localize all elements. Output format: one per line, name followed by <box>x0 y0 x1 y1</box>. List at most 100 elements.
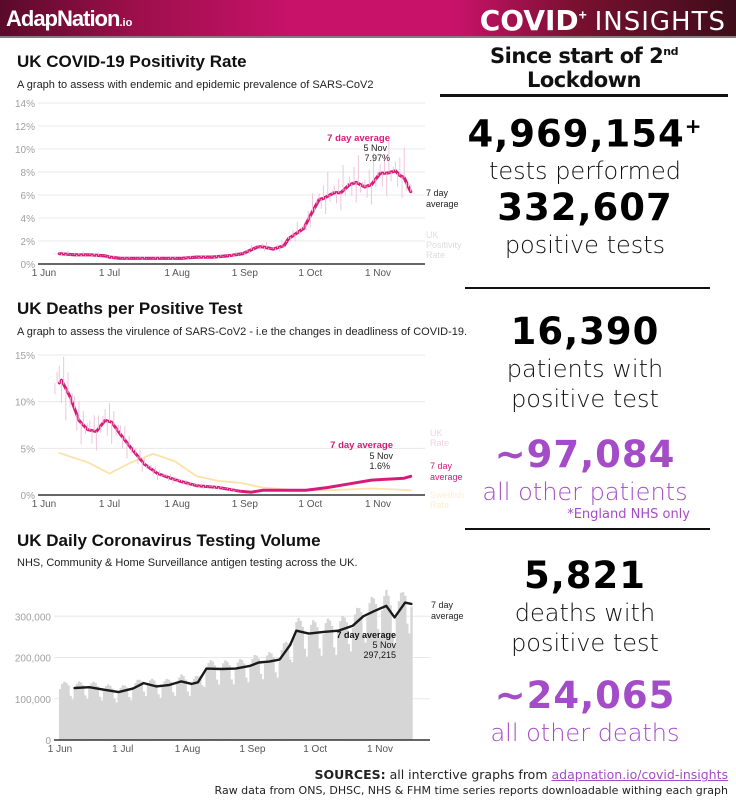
bar <box>286 643 290 740</box>
bar <box>205 670 208 740</box>
bar <box>123 685 127 740</box>
bar <box>90 683 93 740</box>
bar <box>188 695 192 740</box>
bar <box>211 661 215 740</box>
bar <box>282 643 286 740</box>
bar <box>255 655 258 740</box>
bar <box>399 592 403 740</box>
bar <box>144 696 148 740</box>
bar <box>75 683 79 740</box>
bar <box>182 676 185 740</box>
y-tick-label: 0 <box>45 736 51 747</box>
bar <box>130 700 133 740</box>
end-label-swedish: Swedish <box>430 490 464 500</box>
bar <box>268 652 271 740</box>
bar <box>96 686 99 740</box>
bar <box>84 695 87 740</box>
sources-link[interactable]: adapnation.io/covid-insights <box>551 767 728 782</box>
bar <box>86 698 89 740</box>
bar <box>117 693 120 740</box>
bar <box>146 685 150 740</box>
testing-volume-chart[interactable]: 0 100,000 200,000 300,000 1 Jun 1 Jul 1 Aug 1 S… <box>0 0 480 760</box>
bar <box>278 661 281 740</box>
annotation-value: 1.6% <box>369 461 390 471</box>
bar <box>389 605 392 740</box>
bar <box>113 698 116 740</box>
x-tick-label: 1 Aug <box>175 744 201 755</box>
bar <box>165 678 169 740</box>
bar <box>140 681 143 740</box>
bar <box>245 677 248 740</box>
bar <box>203 686 206 740</box>
bar <box>121 685 125 740</box>
bar <box>253 654 256 740</box>
positivity-chart[interactable]: 0% 2% 4% 6% 8% 10% 12% 14% 1 Jun 1 Jul 1 Aug 1 Sep 1… <box>0 0 480 290</box>
end-label-rate: Positivity <box>426 240 462 250</box>
y-tick-label: 8% <box>21 168 36 179</box>
bar <box>370 596 373 740</box>
bar <box>142 691 146 740</box>
bar <box>136 679 139 740</box>
bar <box>301 626 304 740</box>
bar <box>125 687 129 740</box>
x-tick-label: 1 Nov <box>367 744 393 755</box>
annotation-label: 7 day average <box>330 440 393 451</box>
bar <box>270 653 273 740</box>
bar <box>192 678 196 740</box>
bar <box>368 603 371 740</box>
bar <box>234 670 238 740</box>
x-tick-label: 1 Sep <box>232 268 259 279</box>
bar <box>220 670 223 740</box>
annotation-value: 297,215 <box>363 650 396 660</box>
bar <box>88 688 91 740</box>
stat-patients-positive: 16,390 patients with positive test <box>506 310 664 413</box>
stat-positive-tests: 332,607 positive tests <box>497 186 673 259</box>
bar <box>232 684 235 740</box>
annotation-date: 5 Nov <box>372 640 396 650</box>
bar <box>274 672 277 740</box>
deaths-per-test-chart[interactable]: 0% 5% 10% 15% 1 Jun 1 Jul 1 Aug 1 Sep 1 Oct 1 Nov… <box>0 0 480 520</box>
bar <box>330 625 334 740</box>
bar <box>376 629 380 740</box>
bar <box>383 596 386 740</box>
bar <box>167 679 171 740</box>
annotation-date: 5 Nov <box>369 451 393 461</box>
bar <box>349 651 353 740</box>
series-line-0 <box>73 601 413 694</box>
bar <box>341 615 344 740</box>
bar <box>293 637 296 740</box>
bar <box>207 662 210 740</box>
bar <box>176 683 179 740</box>
bar <box>291 662 294 740</box>
bar <box>226 661 229 740</box>
end-label-uk-rate: UK <box>430 428 443 438</box>
bar <box>345 622 348 740</box>
bar <box>148 680 152 740</box>
bar <box>397 601 401 740</box>
bar <box>408 633 411 740</box>
chart1-title: UK COVID-19 Positivity Rate <box>17 52 247 71</box>
bar <box>222 663 225 740</box>
bar <box>335 654 338 740</box>
divider <box>465 528 710 530</box>
brand-logo[interactable]: AdapNation.io <box>6 6 133 31</box>
y-tick-label: 12% <box>15 122 35 133</box>
bar <box>213 665 217 740</box>
bar <box>305 656 309 740</box>
bar <box>94 683 97 740</box>
annotation-label: 7 day average <box>327 133 390 144</box>
bar <box>332 647 336 740</box>
stat-other-deaths: ~24,065 all other deaths <box>490 674 680 747</box>
bar <box>378 637 382 740</box>
bar <box>155 683 158 740</box>
x-tick-label: 1 Sep <box>239 744 266 755</box>
header-banner: AdapNation.io COVID+ INSIGHTS <box>0 0 736 38</box>
chart1-subtitle: A graph to assess with endemic and epide… <box>17 79 374 91</box>
stats-heading: Since start of 2nd Lockdown <box>440 44 728 97</box>
bar <box>153 680 156 740</box>
x-tick-label: 1 Jul <box>112 744 133 755</box>
y-tick-label: 14% <box>15 99 35 110</box>
bar <box>163 681 166 740</box>
bar <box>159 697 162 740</box>
bar <box>343 617 346 740</box>
